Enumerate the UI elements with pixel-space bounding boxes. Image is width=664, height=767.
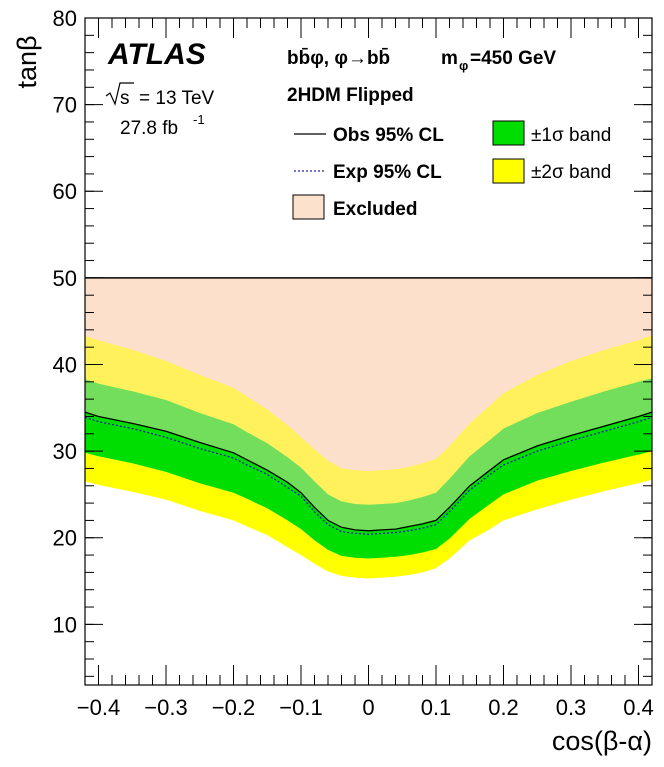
- y-tick-label: 30: [53, 439, 77, 464]
- legend-excluded-swatch: [292, 194, 325, 220]
- y-axis-title: tanβ: [12, 35, 42, 88]
- y-tick-label: 60: [53, 179, 77, 204]
- x-axis-title: cos(β-α): [552, 726, 652, 756]
- y-tick-label: 70: [53, 93, 77, 118]
- y-tick-label: 80: [53, 6, 77, 31]
- energy-value: = 13 TeV: [139, 88, 215, 109]
- mass-value: =450 GeV: [470, 48, 556, 69]
- x-tick-label: 0.1: [421, 695, 452, 720]
- mass-label: m φ =450 GeV: [441, 48, 556, 73]
- energy-label: s = 13 TeV: [105, 82, 215, 109]
- x-tick-label: −0.2: [212, 695, 255, 720]
- one-sigma-band: [85, 378, 652, 559]
- y-tick-label: 20: [53, 526, 77, 551]
- excluded-region: [85, 277, 652, 531]
- observed-limit-line: [84, 411, 653, 532]
- legend-one-sigma-swatch: [492, 120, 525, 146]
- model-label: 2HDM Flipped: [287, 85, 414, 106]
- y-tick-label: 50: [53, 266, 77, 291]
- legend-obs-label: Obs 95% CL: [333, 125, 444, 146]
- axis-tick-labels: −0.4 −0.3 −0.2 −0.1 0 0.1 0.2 0.3 0.4 10 20 30 40 50 6…: [53, 6, 654, 720]
- luminosity-label: 27.8 fb -1: [120, 112, 205, 139]
- experiment-label: ATLAS: [107, 38, 206, 71]
- legend-one-sigma-label: ±1σ band: [531, 125, 611, 146]
- lumi-value: 27.8 fb: [120, 118, 178, 139]
- legend-two-sigma-swatch: [492, 158, 525, 184]
- y-tick-label: 10: [53, 612, 77, 637]
- process-label: bb̄φ, φ→bb̄: [287, 48, 390, 69]
- legend: Obs 95% CL Exp 95% CL Excluded ±1σ band …: [292, 120, 611, 220]
- y-tick-label: 40: [53, 352, 77, 377]
- two-sigma-band: [85, 335, 652, 579]
- sqrt-symbol-icon: [105, 82, 134, 106]
- x-tick-label: −0.4: [77, 695, 120, 720]
- axis-ticks: [84, 17, 653, 685]
- x-tick-label: −0.1: [279, 695, 322, 720]
- mass-symbol: m: [441, 48, 458, 69]
- legend-excluded-label: Excluded: [333, 199, 417, 220]
- energy-sqrt-arg: s: [120, 88, 130, 109]
- legend-exp-label: Exp 95% CL: [333, 162, 442, 183]
- expected-limit-line: [84, 416, 653, 535]
- x-tick-label: 0: [362, 695, 374, 720]
- lumi-exponent: -1: [193, 112, 205, 127]
- mass-subscript: φ: [459, 58, 468, 73]
- x-tick-label: 0.3: [556, 695, 587, 720]
- x-tick-label: 0.4: [623, 695, 654, 720]
- x-tick-label: −0.3: [144, 695, 187, 720]
- legend-two-sigma-label: ±2σ band: [531, 162, 611, 183]
- x-tick-label: 0.2: [488, 695, 519, 720]
- excluded-overlay: [85, 277, 652, 531]
